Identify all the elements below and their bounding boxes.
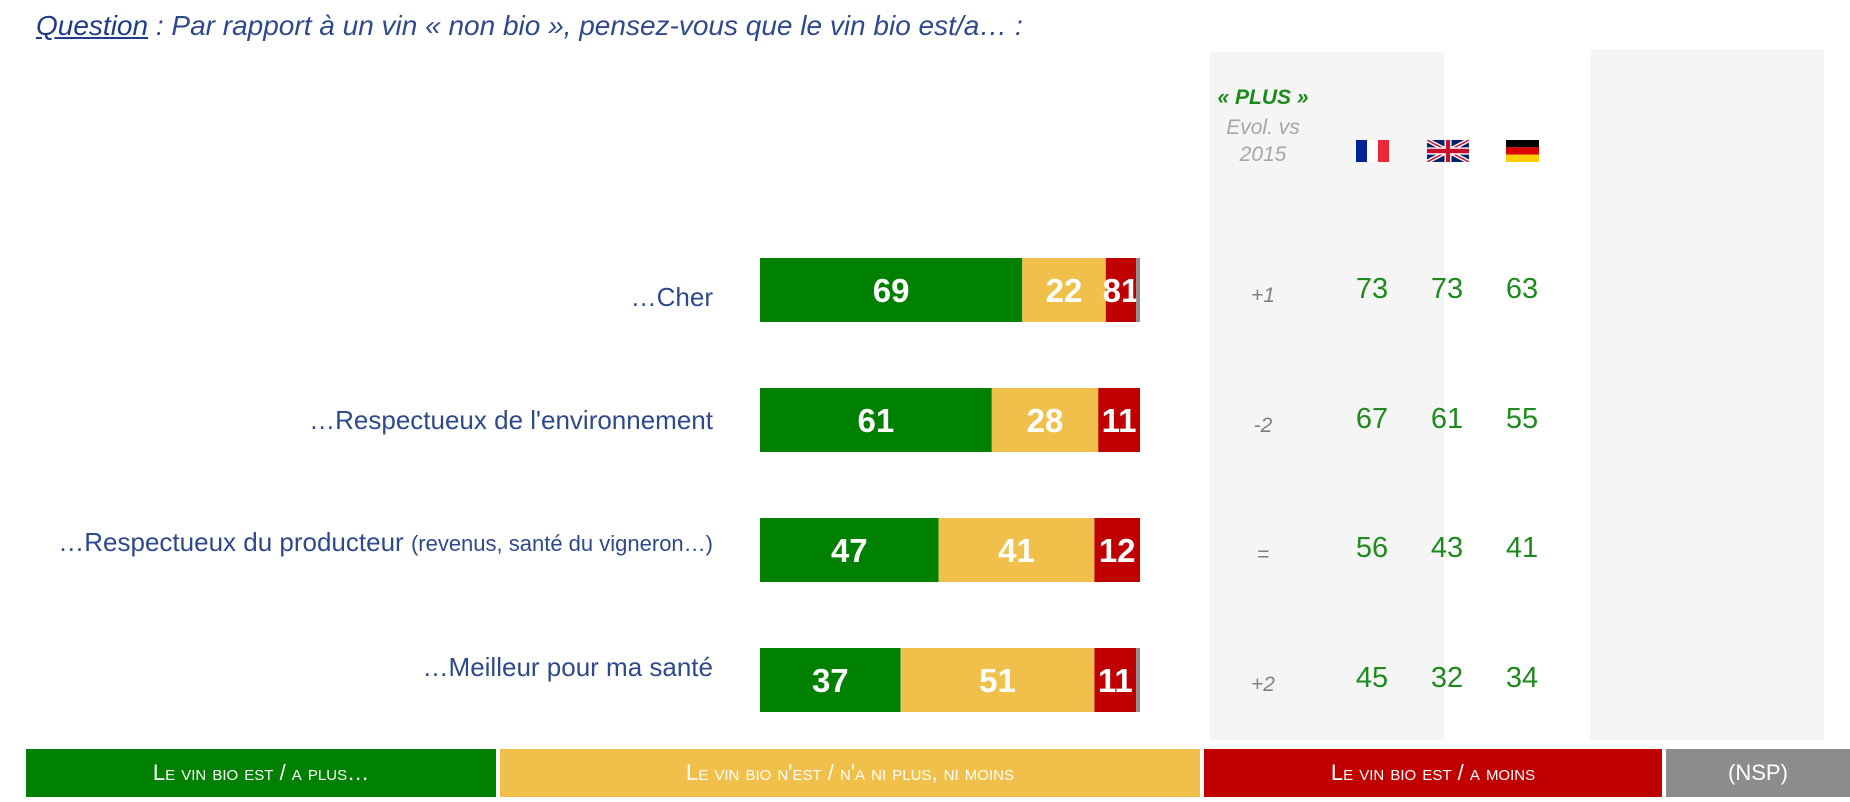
row-label-cher: …Cher (630, 282, 713, 312)
bar-label-moins-row-4: 11 (1098, 662, 1133, 699)
evol-value-sante: +2 (1251, 673, 1275, 696)
right-panel-background (1590, 50, 1824, 740)
bar-label-moins-row-1: 81 (1103, 272, 1140, 309)
bar-label-plus-row-2: 61 (858, 402, 895, 439)
uk-flag-icon (1427, 140, 1469, 162)
row-label-environnement: …Respectueux de l'environnement (309, 405, 713, 435)
bar-segment-plus-row-3 (760, 518, 939, 582)
row-label-producteur: …Respectueux du producteur (revenus, san… (58, 527, 713, 557)
question-body: : Par rapport à un vin « non bio », pens… (148, 10, 1023, 41)
bar-segment-moins-row-4 (1094, 648, 1137, 712)
fr-value-sante: 45 (1355, 662, 1389, 694)
legend-moins: Le vin bio est / a moins (1204, 749, 1662, 797)
de-value-sante: 34 (1505, 662, 1539, 694)
de-value-producteur: 41 (1505, 532, 1539, 564)
plus-column-subtitle-line1: Evol. vs (1226, 116, 1300, 139)
evol-value-environnement: -2 (1253, 414, 1273, 437)
bar-segment-neutral-row-4 (900, 648, 1095, 712)
plus-column-subtitle-line2: 2015 (1239, 143, 1287, 166)
bar-label-plus-row-1: 69 (873, 272, 910, 309)
fr-value-environnement: 67 (1355, 403, 1389, 435)
fr-value-cher: 73 (1355, 273, 1389, 305)
bar-segment-plus-row-1 (760, 258, 1023, 322)
legend-plus: Le vin bio est / a plus… (26, 749, 496, 797)
fr-value-producteur: 56 (1355, 532, 1389, 564)
evolution-column-background (1210, 52, 1444, 740)
bar-label-neutral-row-4: 51 (979, 662, 1016, 699)
bar-segment-moins-row-2 (1098, 388, 1140, 452)
bar-segment-nsp-row-1 (1136, 258, 1140, 322)
bar-segment-neutral-row-1 (1022, 258, 1106, 322)
evol-value-cher: +1 (1251, 284, 1275, 307)
bar-segment-moins-row-1 (1105, 258, 1137, 322)
legend-neutral: Le vin bio n'est / n'a ni plus, ni moins (500, 749, 1200, 797)
germany-flag-icon (1506, 140, 1539, 162)
uk-value-cher: 73 (1430, 273, 1464, 305)
france-flag-icon (1356, 140, 1389, 162)
bar-label-plus-row-4: 37 (812, 662, 849, 699)
bar-label-neutral-row-3: 41 (998, 532, 1035, 569)
bar-segment-plus-row-2 (760, 388, 992, 452)
bar-label-plus-row-3: 47 (831, 532, 868, 569)
question-text: Question : Par rapport à un vin « non bi… (36, 10, 1023, 42)
bar-label-neutral-row-2: 28 (1027, 402, 1064, 439)
uk-value-sante: 32 (1430, 662, 1464, 694)
bar-label-moins-row-3: 12 (1099, 532, 1136, 569)
bar-label-neutral-row-1: 22 (1046, 272, 1083, 309)
evol-value-producteur: = (1256, 543, 1270, 566)
question-label: Question (36, 10, 149, 41)
uk-value-environnement: 61 (1430, 403, 1464, 435)
de-value-cher: 63 (1505, 273, 1539, 305)
bar-segment-neutral-row-3 (938, 518, 1095, 582)
uk-value-producteur: 43 (1430, 532, 1464, 564)
legend-nsp: (NSP) (1666, 749, 1850, 797)
bar-segment-nsp-row-4 (1136, 648, 1140, 712)
bar-segment-moins-row-3 (1094, 518, 1140, 582)
row-label-sante: …Meilleur pour ma santé (422, 652, 713, 682)
bar-label-moins-row-2: 11 (1102, 402, 1137, 439)
plus-column-title: « PLUS » (1217, 86, 1309, 109)
bar-segment-plus-row-4 (760, 648, 901, 712)
bar-segment-neutral-row-2 (991, 388, 1099, 452)
de-value-environnement: 55 (1505, 403, 1539, 435)
